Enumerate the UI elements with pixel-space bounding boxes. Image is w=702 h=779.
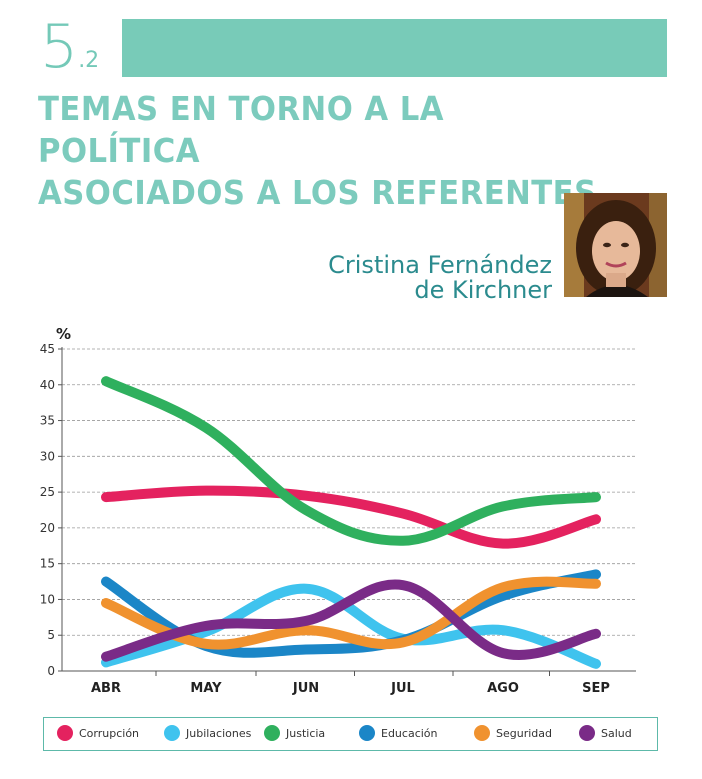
x-tick-label: AGO bbox=[487, 681, 519, 696]
header-bar bbox=[122, 19, 667, 77]
legend-item-jubilaciones: Jubilaciones bbox=[164, 725, 251, 741]
series-line-salud bbox=[101, 579, 601, 662]
y-tick-label: 15 bbox=[40, 557, 55, 571]
x-tick-label: JUN bbox=[292, 681, 319, 696]
x-tick-label: SEP bbox=[582, 681, 610, 696]
page-title-line1: TEMAS EN TORNO A LA POLÍTICA bbox=[38, 89, 445, 170]
legend-item-educación: Educación bbox=[359, 725, 438, 741]
section-number-main: 5 bbox=[40, 12, 79, 82]
legend-swatch bbox=[264, 725, 280, 741]
legend-swatch bbox=[359, 725, 375, 741]
series-line-corrupción bbox=[101, 485, 601, 549]
legend-item-salud: Salud bbox=[579, 725, 632, 741]
y-tick-label: 20 bbox=[40, 521, 55, 535]
y-tick-label: 30 bbox=[40, 449, 55, 463]
y-tick-label: 45 bbox=[40, 342, 55, 356]
legend-item-seguridad: Seguridad bbox=[474, 725, 552, 741]
x-tick-label: JUL bbox=[390, 681, 415, 696]
line-chart: 0 5 10 15 20 25 30 35 40 45 ABR MAY JUN JUL AGO SEP % bbox=[40, 325, 636, 696]
y-tick-label: 0 bbox=[47, 664, 55, 678]
y-tick-label: 40 bbox=[40, 378, 55, 392]
person-name: Cristina Fernández de Kirchner bbox=[328, 253, 552, 303]
legend-item-corrupción: Corrupción bbox=[57, 725, 139, 741]
y-tick-label: 25 bbox=[40, 485, 55, 499]
chart-legend: Corrupción Jubilaciones Justicia Educación S… bbox=[43, 717, 658, 751]
section-number: 5.2 bbox=[40, 12, 99, 82]
person-name-line1: Cristina Fernández bbox=[328, 251, 552, 279]
person-name-line2: de Kirchner bbox=[414, 276, 552, 304]
legend-swatch bbox=[579, 725, 595, 741]
page-title: TEMAS EN TORNO A LA POLÍTICA ASOCIADOS A… bbox=[38, 88, 615, 214]
legend-item-justicia: Justicia bbox=[264, 725, 325, 741]
x-tick-label: MAY bbox=[190, 681, 222, 696]
legend-label: Justicia bbox=[286, 726, 326, 740]
legend-swatch bbox=[57, 725, 73, 741]
section-number-sub: .2 bbox=[78, 48, 100, 73]
y-tick-label: 10 bbox=[40, 592, 55, 606]
legend-label: Educación bbox=[381, 726, 438, 740]
legend-label: Jubilaciones bbox=[186, 726, 252, 740]
legend-label: Salud bbox=[601, 726, 632, 740]
series-line-seguridad bbox=[101, 576, 601, 650]
y-axis-label: % bbox=[56, 325, 71, 343]
series-line-justicia bbox=[101, 376, 601, 546]
y-tick-label: 5 bbox=[47, 628, 55, 642]
page-title-line2: ASOCIADOS A LOS REFERENTES bbox=[38, 173, 597, 212]
y-tick-label: 35 bbox=[40, 414, 55, 428]
legend-label: Corrupción bbox=[79, 726, 140, 740]
x-tick-label: ABR bbox=[91, 681, 121, 696]
legend-swatch bbox=[164, 725, 180, 741]
legend-label: Seguridad bbox=[496, 726, 552, 740]
legend-swatch bbox=[474, 725, 490, 741]
portrait-photo bbox=[564, 193, 667, 297]
